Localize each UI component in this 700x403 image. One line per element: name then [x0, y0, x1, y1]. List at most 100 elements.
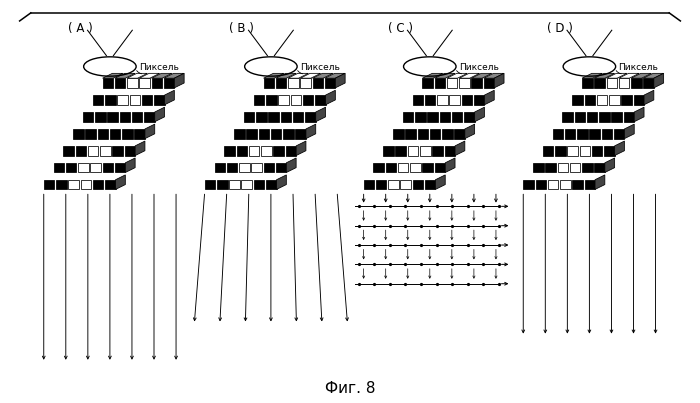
Polygon shape [634, 107, 644, 122]
Polygon shape [125, 158, 135, 172]
Bar [619, 78, 629, 88]
Bar [295, 129, 306, 139]
Polygon shape [624, 124, 634, 139]
Bar [108, 112, 118, 122]
Bar [452, 112, 463, 122]
Bar [234, 129, 245, 139]
Bar [273, 146, 284, 156]
Bar [612, 112, 622, 122]
Bar [98, 129, 108, 139]
Text: Пиксель: Пиксель [619, 63, 658, 72]
Bar [631, 78, 642, 88]
Bar [584, 180, 595, 189]
Bar [312, 78, 323, 88]
Bar [558, 163, 568, 172]
Bar [425, 180, 435, 189]
Polygon shape [582, 73, 603, 78]
Bar [432, 146, 443, 156]
Bar [592, 146, 603, 156]
Bar [112, 146, 123, 156]
Bar [580, 146, 590, 156]
Polygon shape [606, 73, 627, 78]
Bar [290, 95, 301, 105]
Bar [127, 78, 138, 88]
Polygon shape [475, 107, 484, 122]
Bar [227, 163, 237, 172]
Polygon shape [116, 175, 125, 189]
Bar [300, 78, 311, 88]
Bar [110, 129, 120, 139]
Bar [241, 180, 252, 189]
Bar [462, 95, 472, 105]
Bar [286, 146, 296, 156]
Bar [253, 95, 265, 105]
Bar [374, 163, 384, 172]
Bar [302, 95, 314, 105]
Bar [573, 95, 583, 105]
Bar [229, 180, 240, 189]
Polygon shape [471, 73, 492, 78]
Bar [266, 95, 276, 105]
Bar [565, 129, 575, 139]
Bar [594, 163, 605, 172]
Bar [634, 95, 644, 105]
Bar [103, 78, 113, 88]
Polygon shape [484, 90, 494, 105]
Bar [269, 112, 279, 122]
Bar [305, 112, 316, 122]
Bar [56, 180, 66, 189]
Bar [536, 180, 546, 189]
Bar [410, 163, 421, 172]
Bar [164, 78, 174, 88]
Bar [244, 112, 255, 122]
Bar [105, 95, 116, 105]
Polygon shape [631, 73, 652, 78]
Bar [266, 180, 276, 189]
Polygon shape [605, 158, 615, 172]
Bar [435, 78, 445, 88]
Bar [43, 180, 55, 189]
Bar [141, 95, 153, 105]
Bar [471, 78, 482, 88]
Bar [587, 112, 598, 122]
Text: Пиксель: Пиксель [139, 63, 178, 72]
Polygon shape [595, 175, 605, 189]
Bar [643, 78, 654, 88]
Polygon shape [164, 90, 174, 105]
Polygon shape [326, 90, 335, 105]
Bar [134, 129, 145, 139]
Bar [594, 78, 605, 88]
Bar [224, 146, 235, 156]
Bar [555, 146, 566, 156]
Polygon shape [115, 73, 135, 78]
Polygon shape [276, 175, 286, 189]
Bar [83, 112, 94, 122]
Polygon shape [127, 73, 148, 78]
Bar [92, 180, 104, 189]
Bar [560, 180, 570, 189]
Polygon shape [644, 90, 654, 105]
Bar [256, 112, 267, 122]
Bar [325, 78, 335, 88]
Polygon shape [484, 73, 504, 78]
Bar [253, 180, 265, 189]
Bar [386, 163, 396, 172]
Bar [622, 95, 632, 105]
Bar [92, 95, 104, 105]
Bar [66, 163, 76, 172]
Bar [276, 163, 286, 172]
Polygon shape [276, 73, 296, 78]
Bar [293, 112, 304, 122]
Bar [398, 163, 409, 172]
Bar [279, 95, 289, 105]
Text: Фиг. 8: Фиг. 8 [325, 381, 375, 396]
Bar [405, 129, 416, 139]
Polygon shape [422, 73, 443, 78]
Polygon shape [316, 107, 326, 122]
Bar [271, 129, 281, 139]
Polygon shape [447, 73, 468, 78]
Bar [407, 146, 419, 156]
Polygon shape [139, 73, 160, 78]
Bar [393, 129, 404, 139]
Bar [417, 129, 428, 139]
